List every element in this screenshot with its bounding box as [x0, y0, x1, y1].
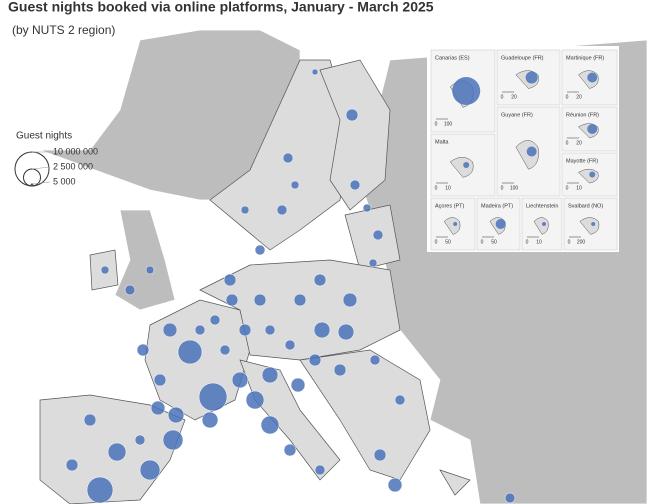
inset-name: Canarias (ES) — [435, 55, 470, 61]
balkans — [299, 349, 431, 481]
inset-name: Malta — [435, 139, 449, 145]
legend-leader — [31, 181, 51, 185]
subtitle: (by NUTS 2 region) — [12, 23, 115, 37]
scale-label: 0 — [501, 94, 504, 100]
inset-bubble — [589, 171, 596, 178]
scale-label: 100 — [510, 185, 519, 191]
scale-label: 20 — [511, 94, 517, 100]
inset-bubble — [525, 71, 538, 84]
inset-land — [533, 217, 549, 235]
inset-name: Liechtenstein — [526, 203, 558, 209]
legend-label: 2 500 000 — [53, 161, 93, 171]
norway — [39, 29, 301, 201]
inset-bubble — [495, 219, 506, 229]
region-bubbles — [65, 68, 516, 504]
basemap — [39, 29, 647, 504]
scale-label: 10 — [576, 185, 582, 191]
scale-label: 0 — [435, 121, 438, 127]
inset-name: Martinique (FR) — [566, 55, 604, 61]
inset-bubble — [591, 222, 596, 226]
inset-box — [496, 106, 561, 197]
legend-leader — [31, 166, 51, 170]
scale-label: 0 — [566, 94, 569, 100]
scale-label: 0 — [481, 239, 484, 245]
inset-name: Réunion (FR) — [566, 112, 599, 118]
scale-label: 10 — [536, 239, 542, 245]
inset-name: Açores (PT) — [435, 203, 465, 209]
scale-label: 50 — [491, 239, 497, 245]
scale-label: 20 — [576, 140, 582, 146]
scale-label: 10 — [445, 185, 451, 191]
scale-label: 0 — [501, 185, 504, 191]
inset-land — [579, 217, 600, 235]
scale-label: 100 — [444, 121, 453, 127]
legend: 10 000 000 2 500 000 5 000 — [14, 146, 98, 187]
scale-label: 0 — [435, 239, 438, 245]
finland — [319, 59, 391, 211]
inset-name: Guadeloupe (FR) — [501, 55, 544, 61]
inset-name: Svalbard (NO) — [568, 203, 603, 209]
baltics — [344, 204, 401, 271]
inset-bubble — [587, 124, 598, 134]
legend-label: 10 000 000 — [53, 146, 98, 156]
inset-bubble — [526, 146, 537, 157]
scale-label: 50 — [445, 239, 451, 245]
scale-label: 0 — [566, 185, 569, 191]
inset-name: Madeira (PT) — [481, 203, 513, 209]
inset-bubble — [463, 162, 470, 168]
scale-label: 0 — [568, 239, 571, 245]
scale-label: 20 — [576, 94, 582, 100]
inset-bubble — [452, 77, 481, 105]
scale-label: 0 — [566, 140, 569, 146]
legend-title: Guest nights — [16, 131, 72, 142]
inset-bubble — [542, 222, 546, 226]
scale-label: 0 — [526, 239, 529, 245]
scale-label: 200 — [577, 239, 586, 245]
scale-label: 0 — [435, 185, 438, 191]
inset-name: Guyane (FR) — [501, 112, 533, 118]
cyprus — [439, 469, 471, 496]
title: Guest nights booked via online platforms… — [8, 0, 434, 15]
inset-name: Mayotte (FR) — [566, 158, 598, 164]
inset-land — [443, 217, 461, 235]
inset-bubble — [453, 222, 458, 226]
legend-label: 5 000 — [53, 176, 76, 186]
inset-bubble — [587, 72, 598, 83]
